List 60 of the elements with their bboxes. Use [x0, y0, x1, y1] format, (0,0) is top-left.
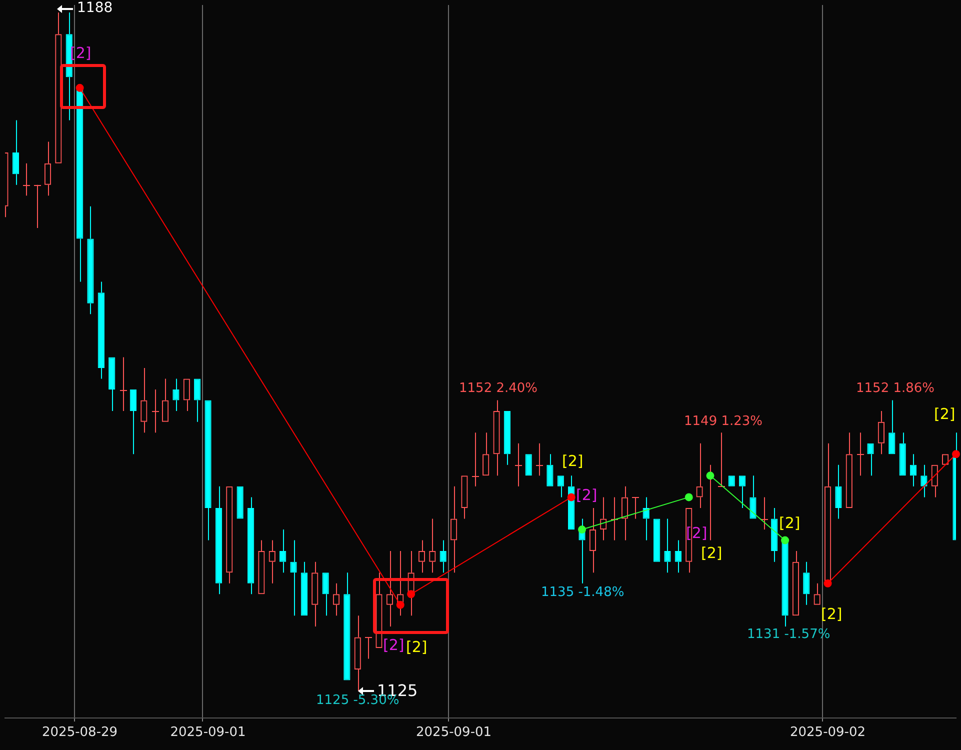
candlestick	[300, 561, 308, 616]
point	[684, 493, 693, 502]
candlestick	[771, 507, 778, 562]
candlestick	[204, 400, 212, 541]
candlestick	[34, 184, 42, 228]
candlestick	[888, 400, 896, 454]
candlestick	[130, 390, 137, 455]
candlestick	[856, 432, 864, 476]
annotation: 1131 -1.57%	[747, 627, 830, 642]
annotation: 1188	[77, 0, 113, 16]
candlestick	[632, 496, 640, 520]
annotation: [2]	[406, 638, 428, 656]
candlestick	[22, 162, 30, 196]
candlestick	[194, 378, 201, 422]
candlestick	[98, 281, 104, 380]
candlestick	[322, 572, 329, 616]
point	[706, 472, 714, 480]
candlestick	[718, 432, 726, 487]
annotation: [2]	[821, 605, 842, 623]
point	[396, 600, 404, 609]
candlestick	[108, 357, 116, 412]
point	[952, 450, 960, 458]
annotation: [2]	[383, 636, 404, 654]
annotation: [2]	[562, 452, 584, 470]
point	[567, 493, 576, 502]
candlestick	[899, 432, 906, 476]
point	[824, 579, 832, 588]
annotation: [2]	[701, 544, 722, 562]
candlestick	[803, 561, 810, 606]
candlestick	[87, 206, 94, 315]
point	[407, 590, 416, 598]
candlestick	[12, 120, 19, 186]
x-tick-label: 2025-08-29	[42, 725, 118, 740]
point	[76, 84, 84, 92]
x-tick-label: 2025-09-02	[790, 725, 866, 740]
point	[781, 536, 790, 544]
candlestick	[247, 496, 254, 595]
annotation: [2]	[576, 486, 598, 504]
annotation: [2]	[934, 405, 956, 423]
candlestick	[760, 496, 768, 530]
annotation: [2]	[779, 514, 800, 532]
annotation: 1149 1.23%	[684, 414, 763, 429]
candlestick	[546, 454, 554, 486]
candlestick	[344, 572, 350, 680]
candlestick	[835, 464, 842, 520]
candlestick	[514, 442, 522, 487]
candlestick	[610, 496, 618, 541]
annotation: 1152 1.86%	[856, 381, 935, 396]
annotation: 1152 2.40%	[459, 381, 538, 396]
candlestick	[750, 475, 756, 519]
x-tick-label: 2025-09-01	[416, 725, 492, 740]
candlestick	[472, 432, 480, 487]
candlestick	[364, 636, 372, 660]
annotation: 1135 -1.48%	[541, 585, 624, 600]
candlestick	[536, 442, 544, 476]
candlestick	[152, 389, 160, 434]
candlestick	[120, 356, 128, 412]
point	[578, 526, 586, 534]
candlestick	[215, 486, 222, 595]
x-tick-label: 2025-09-01	[170, 725, 246, 740]
